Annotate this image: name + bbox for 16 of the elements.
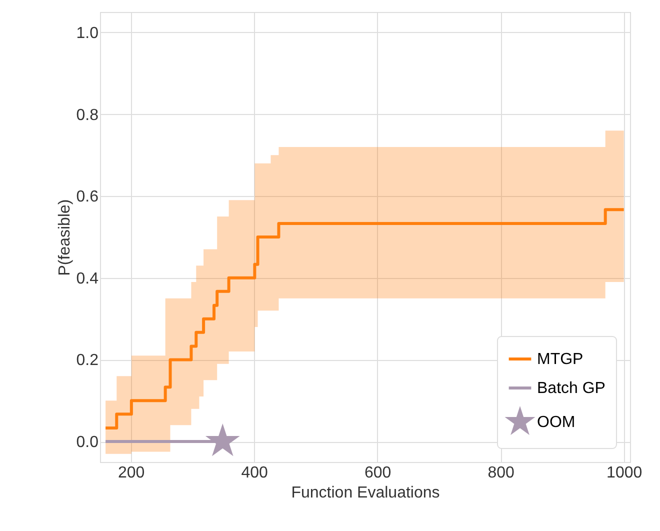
y-tick-label: 0.2	[76, 352, 99, 370]
y-tick-label: 0.8	[76, 106, 99, 124]
legend-label: Batch GP	[537, 380, 606, 397]
x-tick-label: 1000	[606, 464, 642, 482]
y-tick-label: 0.0	[76, 434, 99, 452]
y-axis-title: P(feasible)	[56, 199, 74, 276]
y-tick-label: 0.4	[76, 270, 99, 288]
x-axis-title: Function Evaluations	[291, 484, 440, 502]
x-tick-label: 200	[118, 464, 145, 482]
x-tick-label: 600	[364, 464, 392, 482]
legend-label: OOM	[537, 414, 576, 431]
y-tick-label: 0.6	[76, 188, 99, 206]
y-tick-label: 1.0	[76, 24, 99, 42]
x-tick-label: 400	[241, 464, 268, 482]
x-tick-label: 800	[488, 464, 515, 482]
legend-label: MTGP	[537, 351, 584, 368]
